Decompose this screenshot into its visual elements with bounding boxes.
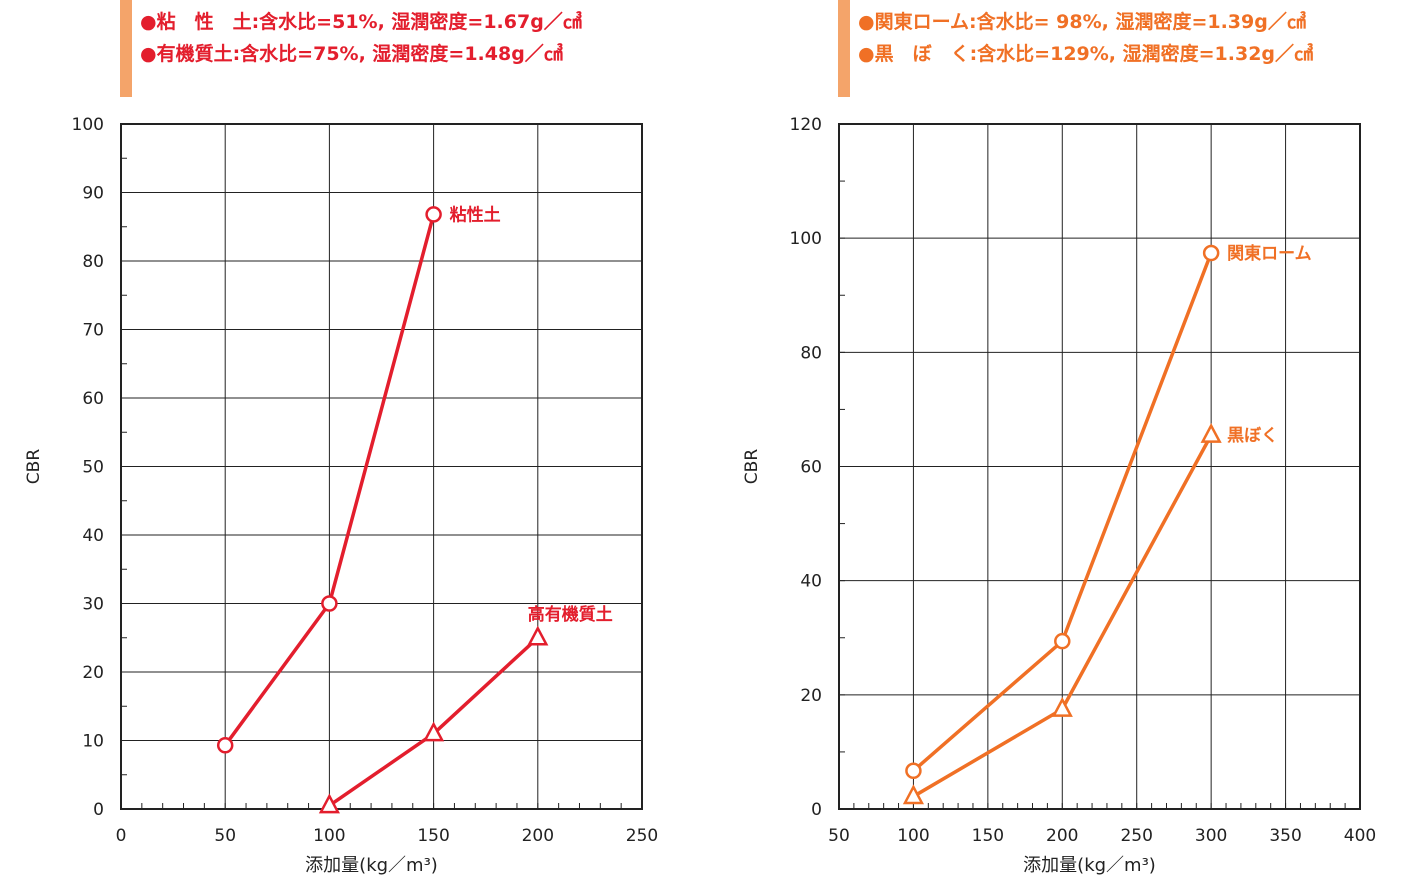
y-tick-label: 100 [72,115,104,135]
right-chart: 50 100 150 200 250 300 350 400 0 20 40 60 80 100 120 添加… [742,115,1376,876]
data-point-circle [321,595,338,612]
y-tick-label: 30 [82,595,104,615]
plot-frame [838,123,1361,810]
y-tick-label: 40 [82,526,104,546]
x-tick-label: 150 [417,826,449,846]
y-tick-label: 70 [82,321,104,341]
data-point-triangle [423,721,445,742]
x-tick-label: 0 [116,826,127,846]
x-axis-label: 添加量(kg／m³) [305,855,438,876]
right-legend-row-kanto-loam: ●関東ローム:含水比= 98%, 湿潤密度=1.39g／㎤ [858,11,1306,33]
y-tick-label: 0 [93,800,104,820]
y-tick-label: 50 [82,458,104,478]
series-label: 黒ぼく [1227,426,1278,446]
y-tick-label: 40 [800,572,822,592]
series-label: 粘性土 [450,204,501,225]
x-tick-label: 100 [897,826,929,846]
x-tick-label: 250 [626,826,658,846]
x-tick-label: 300 [1195,826,1227,846]
x-axis-label: 添加量(kg／m³) [1023,855,1156,876]
data-point-circle [905,762,922,780]
data-point-circle [425,206,442,223]
x-tick-label: 200 [522,826,554,846]
data-point-circle [216,737,234,754]
left-legend: ●粘 性 土:含水比=51%, 湿潤密度=1.67g／㎤ ●有機質土:含水比=7… [140,6,582,70]
y-tick-label: 10 [82,732,104,752]
data-point-triangle [318,793,340,814]
y-axis-label: CBR [24,449,44,485]
x-tick-label: 400 [1344,826,1376,846]
y-tick-label: 100 [790,229,822,249]
y-tick-label: 60 [82,389,104,409]
right-legend-accent-bar [838,0,850,97]
x-tick-label: 50 [214,826,236,846]
x-tick-label: 100 [313,826,345,846]
series-label: 高有機質土 [528,604,613,625]
right-legend: ●関東ローム:含水比= 98%, 湿潤密度=1.39g／㎤ ●黒 ぼ く:含水比… [858,6,1313,70]
data-point-triangle [527,625,549,646]
y-tick-label: 20 [800,686,822,706]
left-legend-row-clay: ●粘 性 土:含水比=51%, 湿潤密度=1.67g／㎤ [140,11,582,33]
y-tick-label: 20 [82,663,104,683]
x-tick-label: 50 [828,826,850,846]
y-tick-label: 90 [82,184,104,204]
data-point-circle [1054,632,1071,650]
y-tick-label: 120 [790,115,822,135]
data-point-triangle [1200,422,1222,443]
x-tick-label: 200 [1046,826,1078,846]
series-label: 関東ローム [1227,243,1312,264]
y-tick-label: 80 [82,252,104,272]
left-legend-accent-bar [120,0,132,97]
left-chart: 0 50 100 150 200 250 0 10 20 30 40 50 60 70 80 90 100 添加量… [24,115,658,876]
y-axis-label: CBR [742,449,762,485]
data-point-triangle [902,784,925,805]
y-tick-label: 80 [800,343,822,363]
left-legend-row-organic: ●有機質土:含水比=75%, 湿潤密度=1.48g／㎤ [140,43,563,65]
x-tick-label: 250 [1120,826,1152,846]
y-tick-label: 60 [800,458,822,478]
plot-frame [120,123,643,810]
data-point-triangle [1051,696,1073,717]
data-point-circle [1202,244,1220,262]
x-tick-label: 150 [972,826,1004,846]
x-tick-label: 350 [1269,826,1301,846]
y-tick-label: 0 [811,800,822,820]
right-legend-row-kuroboku: ●黒 ぼ く:含水比=129%, 湿潤密度=1.32g／㎤ [858,43,1314,65]
